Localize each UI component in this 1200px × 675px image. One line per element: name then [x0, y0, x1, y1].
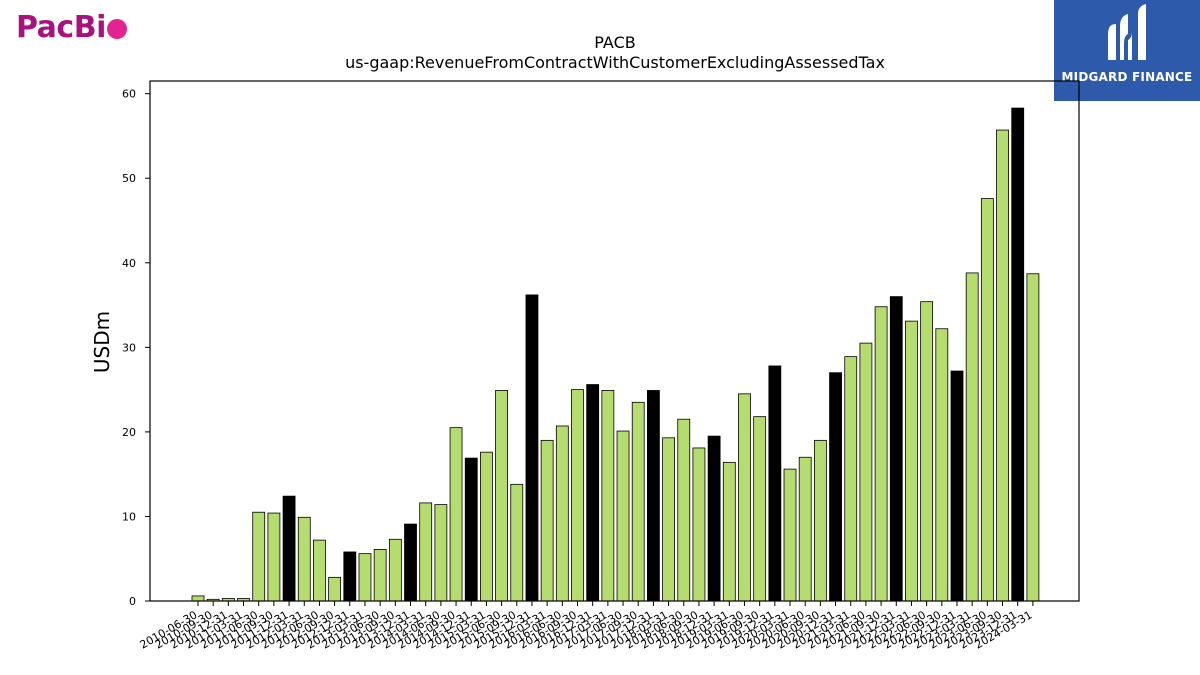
bar [980, 198, 994, 602]
bar [525, 294, 539, 602]
bar [768, 365, 782, 602]
bar [313, 539, 326, 602]
x-axis: 2010-06-302010-09-302010-12-312011-03-31… [138, 601, 1034, 652]
bar [662, 437, 675, 602]
y-tick-label: 10 [122, 510, 136, 523]
bar [373, 549, 387, 602]
pacbio-logo: PacBi [16, 10, 127, 45]
bar [677, 418, 691, 602]
y-tick-label: 40 [122, 257, 136, 270]
bar [844, 356, 858, 602]
bar [480, 451, 493, 602]
bar [965, 272, 979, 602]
y-tick-label: 60 [122, 88, 136, 101]
bar [540, 439, 554, 602]
y-tick-label: 30 [122, 341, 136, 354]
bar [510, 483, 524, 602]
bar [798, 456, 812, 602]
y-axis-label: USDm [90, 311, 114, 373]
bar [297, 516, 311, 602]
bar [449, 427, 463, 602]
bar [434, 504, 448, 602]
bar [1011, 107, 1025, 602]
y-tick-label: 20 [122, 426, 136, 439]
midgard-finance-mark-icon [1108, 4, 1146, 60]
bar [571, 389, 584, 602]
bar [328, 576, 342, 602]
bar [722, 461, 736, 602]
bars-group [191, 107, 1040, 602]
chart-subtitle: us-gaap:RevenueFromContractWithCustomerE… [345, 53, 885, 72]
bar [586, 384, 600, 602]
bar [616, 430, 630, 602]
bar [267, 512, 281, 602]
bar [419, 502, 433, 602]
bar [692, 447, 706, 602]
pacbio-logo-text: PacBi [16, 10, 106, 45]
bar [388, 538, 402, 602]
bar [935, 328, 949, 602]
chart-title: PACB [594, 33, 635, 52]
bar [601, 390, 615, 602]
bar [738, 393, 751, 602]
bar [753, 416, 767, 602]
plot-frame [149, 80, 1080, 602]
bar [631, 401, 645, 602]
y-axis: 0 10 20 30 40 50 60 [122, 88, 150, 608]
y-tick-label: 50 [122, 172, 136, 185]
bar [707, 435, 721, 602]
bar [495, 390, 509, 602]
bar [920, 301, 934, 602]
bar [829, 372, 842, 602]
bar [252, 511, 266, 602]
pacbio-logo-dot-icon [106, 19, 127, 39]
bar [813, 439, 827, 602]
bar [282, 495, 296, 602]
bar [191, 595, 205, 602]
bar [343, 551, 357, 602]
bar [905, 320, 918, 602]
bar [464, 457, 478, 602]
bar [889, 296, 903, 602]
bar [996, 129, 1009, 602]
bar [859, 342, 873, 602]
bar [647, 390, 660, 602]
bar [874, 306, 888, 602]
bar [783, 468, 797, 602]
bar [950, 370, 964, 602]
y-tick-label: 0 [129, 595, 136, 608]
bar [358, 553, 372, 602]
bar [555, 425, 569, 602]
bar [404, 523, 417, 602]
midgard-finance-logo: MIDGARD FINANCE [1054, 0, 1200, 101]
midgard-finance-label: MIDGARD FINANCE [1061, 70, 1193, 84]
bar [1026, 273, 1040, 602]
